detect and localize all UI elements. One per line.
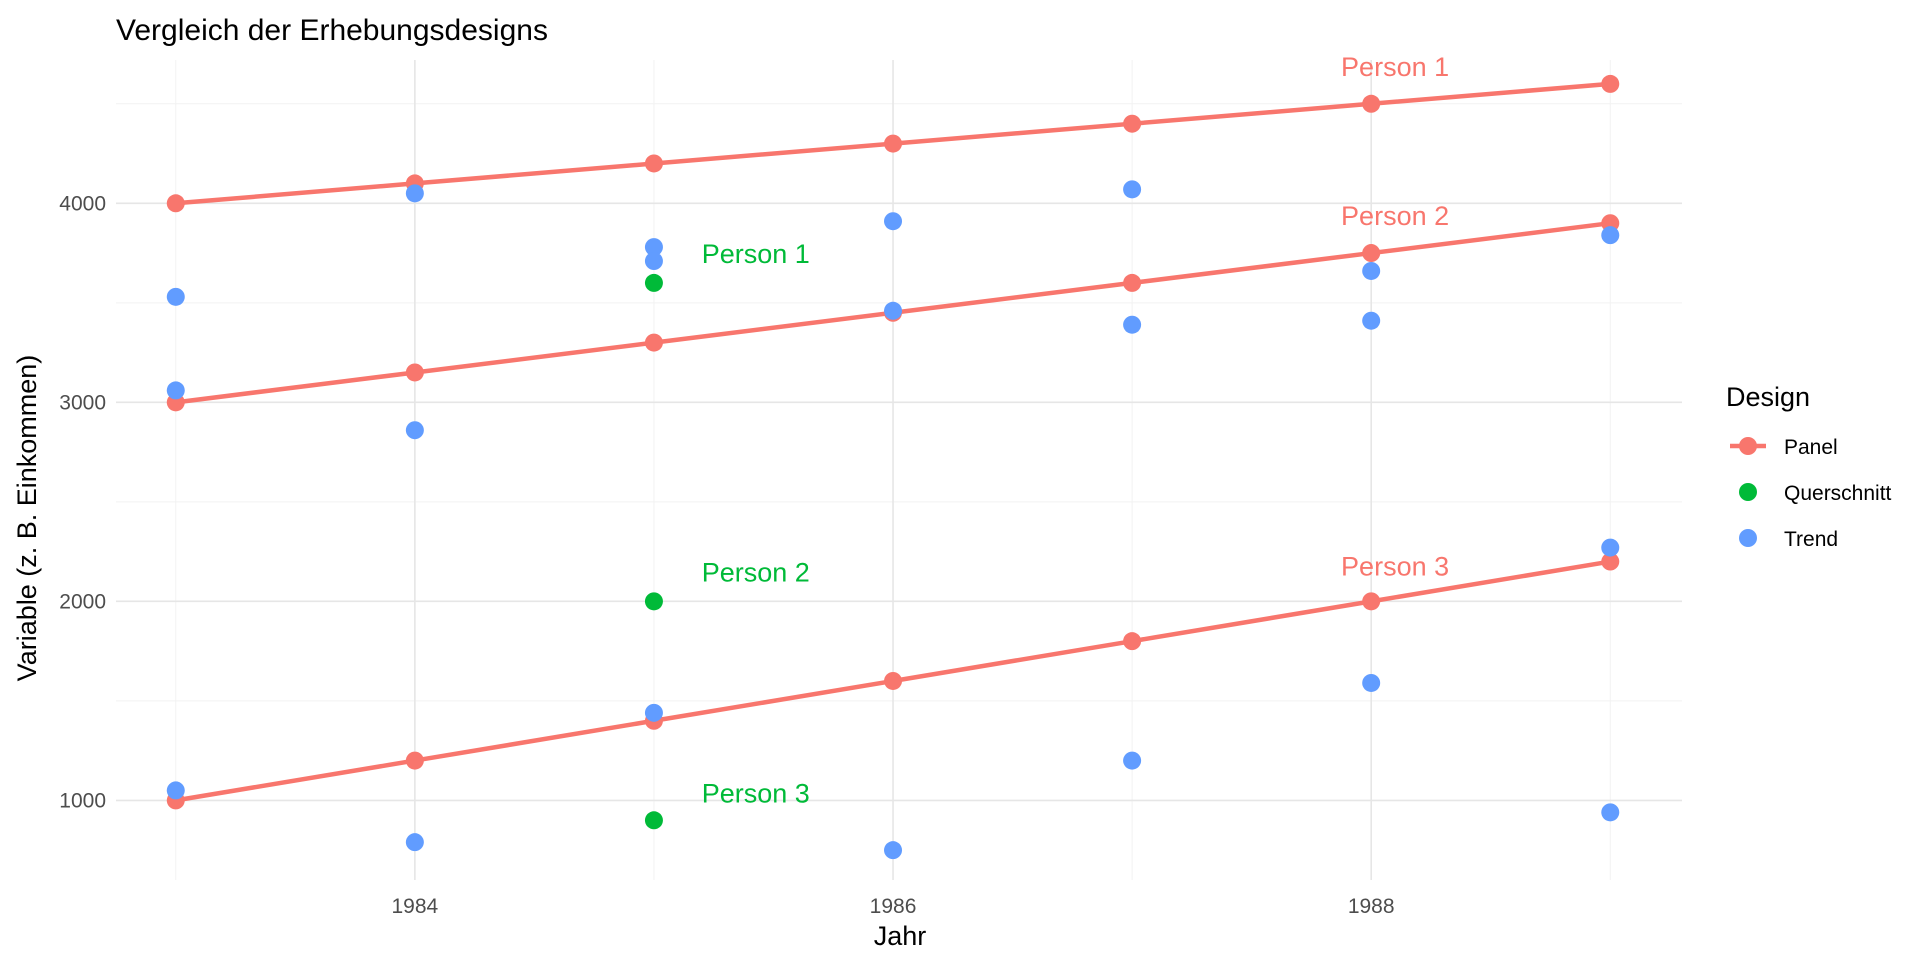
point-panel [1601, 74, 1620, 93]
y-tick-label: 2000 [59, 590, 106, 613]
point-panel [1601, 552, 1620, 571]
x-tick-label: 1984 [391, 895, 438, 918]
y-tick-label: 4000 [59, 192, 106, 215]
legend-key [1739, 483, 1757, 501]
point-trend [166, 287, 185, 306]
point-querschnitt [644, 273, 663, 292]
annotations: Person 1 Person 2 Person 3 Person 1 Person 2… [702, 52, 1449, 808]
point-querschnitt [644, 811, 663, 830]
point-trend [1123, 180, 1142, 199]
point-trend [884, 212, 903, 231]
data-points [166, 74, 1620, 860]
legend-label: Panel [1784, 436, 1838, 459]
point-trend [166, 381, 185, 400]
point-panel [884, 134, 903, 153]
point-trend [884, 841, 903, 860]
point-trend [1601, 538, 1620, 557]
point-trend [405, 833, 424, 852]
x-axis-title: Jahr [874, 921, 927, 951]
annotation-label: Person 2 [1341, 201, 1449, 231]
legend-label: Trend [1784, 528, 1838, 551]
point-trend [644, 238, 663, 257]
annotation-label: Person 1 [702, 239, 810, 269]
legend-key [1739, 437, 1757, 455]
point-panel [405, 363, 424, 382]
chart-title: Vergleich der Erhebungsdesigns [116, 14, 548, 47]
point-panel [1123, 632, 1142, 651]
point-panel [884, 671, 903, 690]
point-panel [1362, 592, 1381, 611]
point-trend [1362, 673, 1381, 692]
point-panel [644, 154, 663, 173]
annotation-label: Person 3 [1341, 551, 1449, 581]
point-trend [1601, 803, 1620, 822]
y-tick-label: 1000 [59, 789, 106, 812]
legend-key [1739, 529, 1757, 547]
y-tick-labels: 1000 2000 3000 4000 [59, 192, 106, 812]
point-trend [405, 184, 424, 203]
point-panel [1362, 94, 1381, 113]
point-querschnitt [644, 592, 663, 611]
point-trend [1362, 261, 1381, 280]
annotation-label: Person 3 [702, 778, 810, 808]
point-trend [644, 703, 663, 722]
point-panel [644, 333, 663, 352]
x-tick-label: 1986 [870, 895, 917, 918]
annotation-label: Person 2 [702, 557, 810, 587]
y-tick-label: 3000 [59, 391, 106, 414]
x-tick-labels: 1984 1986 1988 [391, 895, 1394, 918]
legend: Design Panel Querschnitt Trend [1726, 382, 1892, 551]
point-trend [1362, 311, 1381, 330]
point-panel [1123, 114, 1142, 133]
point-trend [644, 252, 663, 271]
point-trend [405, 421, 424, 440]
point-panel [1123, 273, 1142, 292]
point-panel [405, 751, 424, 770]
point-trend [884, 301, 903, 320]
point-panel [166, 194, 185, 213]
point-panel [1362, 244, 1381, 263]
legend-label: Querschnitt [1784, 482, 1892, 505]
point-trend [166, 781, 185, 800]
legend-title: Design [1726, 382, 1810, 412]
x-tick-label: 1988 [1348, 895, 1395, 918]
grid [116, 60, 1682, 880]
point-trend [1123, 751, 1142, 770]
point-trend [1123, 315, 1142, 334]
annotation-label: Person 1 [1341, 52, 1449, 82]
y-axis-title: Variable (z. B. Einkommen) [12, 355, 42, 682]
point-trend [1601, 226, 1620, 245]
